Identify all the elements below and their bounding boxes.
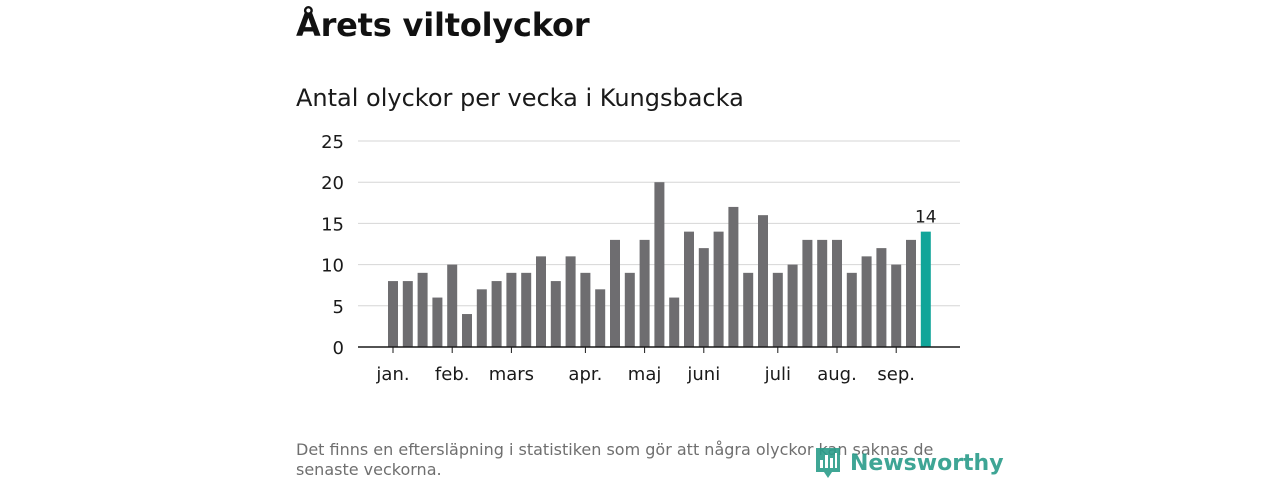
bar	[713, 231, 724, 347]
bar	[743, 272, 754, 347]
bar	[876, 248, 887, 347]
brand-name: Newsworthy	[850, 450, 1004, 476]
bar	[802, 239, 813, 347]
bar	[654, 182, 665, 347]
bar-highlighted	[920, 231, 931, 347]
x-tick-label: feb.	[435, 364, 470, 385]
bar	[536, 256, 546, 347]
bar	[550, 281, 561, 347]
bar	[728, 206, 739, 347]
bar	[772, 272, 783, 347]
bars	[388, 182, 931, 347]
x-tick-label: apr.	[568, 364, 602, 385]
chart-title: Antal olyckor per vecka i Kungsbacka	[296, 84, 744, 112]
bar	[506, 272, 517, 347]
bar	[432, 297, 443, 347]
bar	[684, 231, 694, 347]
bar	[639, 239, 650, 347]
bar	[610, 239, 620, 347]
bar	[580, 272, 591, 347]
bar	[624, 272, 635, 347]
x-tick-label: juni	[686, 364, 720, 385]
bar	[402, 281, 413, 347]
bar	[417, 272, 428, 347]
bar	[565, 256, 576, 347]
x-axis-ticks: jan. feb. mars apr. maj juni juli aug. sep.	[375, 347, 915, 385]
bar	[521, 272, 532, 347]
x-tick-label: jan.	[375, 364, 409, 385]
y-tick-label: 5	[333, 297, 344, 318]
x-tick-label: mars	[489, 364, 534, 385]
bar	[846, 272, 857, 347]
bar	[462, 314, 472, 347]
bar	[447, 264, 458, 347]
bar	[906, 239, 916, 347]
x-tick-label: maj	[628, 364, 662, 385]
bar-value-label: 14	[915, 208, 937, 228]
bar	[476, 289, 487, 347]
y-axis-ticks: 0 5 10 15 20 25	[321, 132, 344, 359]
footnote: Det finns en eftersläpning i statistiken…	[296, 440, 934, 479]
bar	[388, 281, 398, 347]
bar	[861, 256, 872, 347]
y-tick-label: 10	[321, 256, 344, 277]
bar	[832, 239, 842, 347]
y-tick-label: 20	[321, 173, 344, 194]
data-labels: 14	[915, 208, 937, 228]
bar	[669, 297, 680, 347]
brand-logo: Newsworthy	[814, 446, 1004, 480]
x-tick-label: sep.	[877, 364, 915, 385]
bar	[891, 264, 902, 347]
y-tick-label: 15	[321, 214, 344, 235]
bar	[491, 281, 502, 347]
bar	[595, 289, 606, 347]
bar	[787, 264, 798, 347]
y-tick-label: 0	[333, 338, 344, 359]
y-tick-label: 25	[321, 132, 344, 153]
x-tick-label: juli	[764, 364, 791, 385]
newsworthy-logo-icon	[816, 448, 840, 478]
page-title: Årets viltolyckor	[296, 6, 590, 44]
bar	[817, 239, 828, 347]
x-tick-label: aug.	[817, 364, 857, 385]
bar	[758, 215, 768, 347]
bar	[698, 248, 709, 347]
